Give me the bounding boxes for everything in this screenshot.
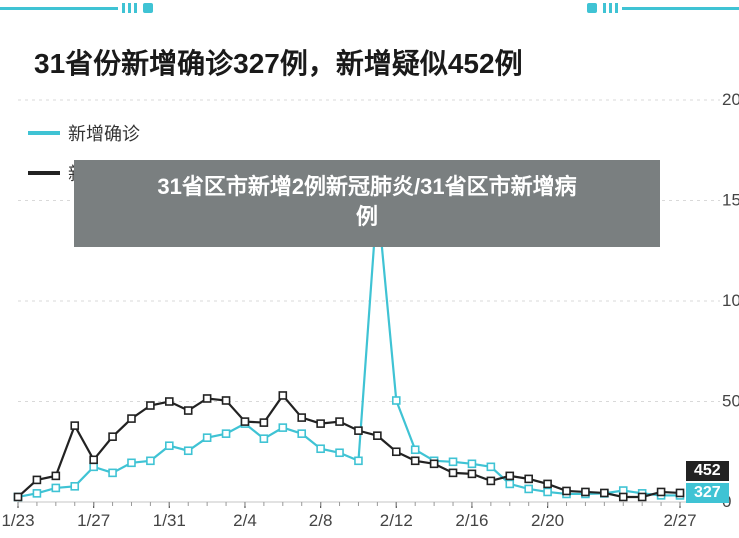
svg-text:2/20: 2/20 bbox=[531, 511, 564, 530]
svg-text:2/8: 2/8 bbox=[309, 511, 333, 530]
svg-text:2/12: 2/12 bbox=[380, 511, 413, 530]
svg-text:10000: 10000 bbox=[722, 291, 739, 310]
overlay-text-line1: 31省区市新增2例新冠肺炎/31省区市新增病 bbox=[94, 172, 640, 202]
svg-text:1/31: 1/31 bbox=[153, 511, 186, 530]
overlay-banner: 31省区市新增2例新冠肺炎/31省区市新增病 例 bbox=[74, 160, 660, 247]
overlay-text-line2: 例 bbox=[94, 202, 640, 232]
svg-text:20000: 20000 bbox=[722, 90, 739, 109]
svg-text:1/23: 1/23 bbox=[1, 511, 34, 530]
svg-text:2/4: 2/4 bbox=[233, 511, 257, 530]
svg-text:5000: 5000 bbox=[722, 392, 739, 411]
svg-text:1/27: 1/27 bbox=[77, 511, 110, 530]
end-badge-confirmed: 327 bbox=[686, 483, 729, 503]
svg-text:15000: 15000 bbox=[722, 191, 739, 210]
end-badge-suspected: 452 bbox=[686, 461, 729, 481]
svg-text:2/16: 2/16 bbox=[455, 511, 488, 530]
svg-text:2/27: 2/27 bbox=[663, 511, 696, 530]
line-chart: 050001000015000200001/231/271/312/42/82/… bbox=[0, 0, 739, 538]
